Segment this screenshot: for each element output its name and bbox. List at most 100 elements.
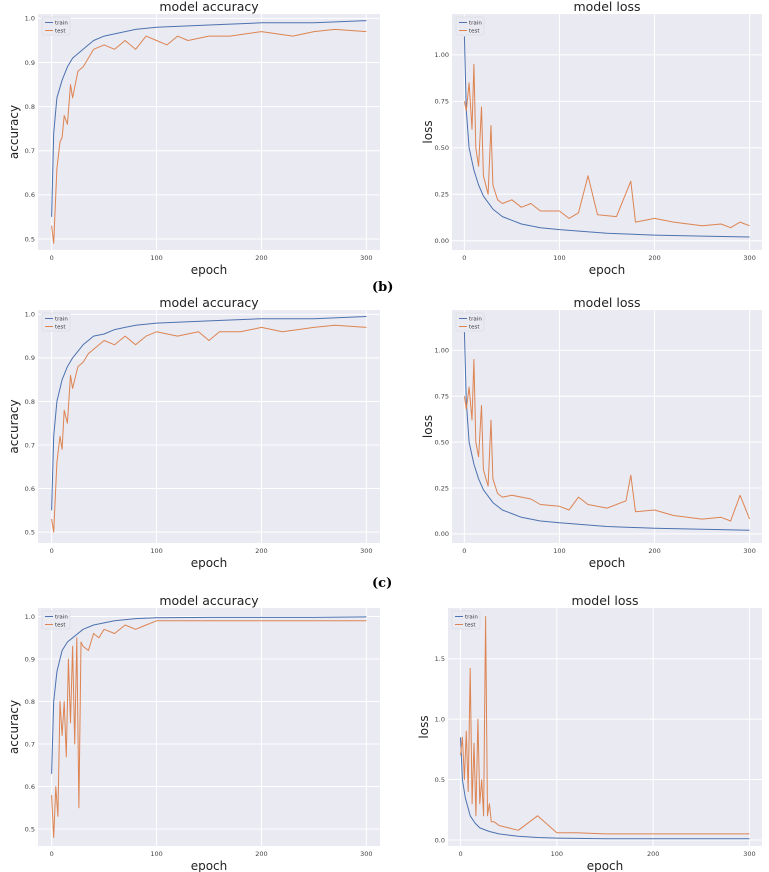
y-tick-label: 0.00 <box>435 530 449 538</box>
x-tick-label: 300 <box>360 547 372 555</box>
x-tick-label: 200 <box>648 547 660 555</box>
x-axis-label: epoch <box>191 556 228 570</box>
y-tick-label: 1.5 <box>435 655 445 663</box>
legend: train test <box>41 312 71 332</box>
plot-area <box>448 608 762 846</box>
y-tick-label: 0.8 <box>25 698 35 706</box>
y-tick-label: 1.00 <box>435 347 449 355</box>
legend-label-train: train <box>465 615 478 621</box>
x-tick-label: 100 <box>150 850 162 858</box>
plot-area <box>452 310 762 543</box>
chart-b-accuracy: 0 100 200 300 0.5 0.6 0.7 0.8 0.9 1.0 train test mod… <box>7 295 380 570</box>
y-tick-label: 0.5 <box>25 235 35 243</box>
legend-label-test: test <box>469 29 480 35</box>
legend-label-train: train <box>55 21 68 27</box>
legend-label-test: test <box>55 29 66 35</box>
legend-label-test: test <box>469 325 480 331</box>
series-line-test <box>463 359 751 522</box>
y-tick-label: 0.7 <box>25 740 35 748</box>
y-tick-label: 0.00 <box>435 237 449 245</box>
chart-title: model loss <box>571 593 638 608</box>
x-tick-label: 200 <box>255 850 267 858</box>
y-tick-label: 0.5 <box>435 776 445 784</box>
y-axis-label: accuracy <box>7 700 21 754</box>
y-tick-label: 0.7 <box>25 147 35 155</box>
x-tick-label: 300 <box>743 254 755 262</box>
y-tick-label: 1.00 <box>435 51 449 59</box>
y-tick-label: 1.0 <box>25 311 35 319</box>
series-line-test <box>460 616 750 835</box>
y-tick-label: 0.6 <box>25 783 35 791</box>
x-tick-label: 200 <box>647 850 659 858</box>
chart-title: model accuracy <box>159 593 259 608</box>
y-tick-label: 0.6 <box>25 485 35 493</box>
y-axis-label: loss <box>421 415 435 438</box>
x-axis-label: epoch <box>589 263 626 277</box>
y-tick-label: 0.8 <box>25 398 35 406</box>
plot-area <box>38 608 380 846</box>
legend: train test <box>455 312 485 332</box>
legend-label-test: test <box>465 623 476 629</box>
x-tick-label: 0 <box>462 547 466 555</box>
series-line-test <box>463 63 750 229</box>
x-tick-label: 200 <box>648 254 660 262</box>
x-tick-label: 0 <box>50 254 54 262</box>
y-tick-label: 1.0 <box>435 715 445 723</box>
caption-b: (b) <box>372 280 394 295</box>
legend-label-train: train <box>55 615 68 621</box>
y-axis-label: loss <box>417 715 431 738</box>
y-tick-label: 0.75 <box>435 393 449 401</box>
x-tick-label: 0 <box>458 850 462 858</box>
x-tick-label: 0 <box>50 547 54 555</box>
y-tick-label: 0.6 <box>25 191 35 199</box>
y-tick-label: 0.50 <box>435 438 449 446</box>
x-tick-label: 300 <box>360 850 372 858</box>
series-line-train <box>51 616 367 774</box>
series-line-train <box>463 36 750 238</box>
caption-c: (c) <box>372 576 393 591</box>
x-tick-label: 300 <box>360 254 372 262</box>
y-tick-label: 0.9 <box>25 655 35 663</box>
legend-label-train: train <box>469 317 482 323</box>
x-tick-label: 200 <box>255 547 267 555</box>
y-tick-label: 0.50 <box>435 144 449 152</box>
chart-title: model accuracy <box>159 295 259 310</box>
x-tick-label: 100 <box>551 850 563 858</box>
y-tick-label: 0.7 <box>25 441 35 449</box>
x-axis-label: epoch <box>587 859 624 872</box>
chart-c-loss: 0 100 200 300 0.0 0.5 1.0 1.5 train test model los… <box>417 593 762 872</box>
legend: train test <box>455 16 485 36</box>
series-line-train <box>51 20 367 217</box>
y-tick-label: 1.0 <box>25 15 35 23</box>
y-axis-label: accuracy <box>7 105 21 159</box>
legend-label-test: test <box>55 623 66 629</box>
x-tick-label: 100 <box>553 254 565 262</box>
chart-title: model loss <box>573 295 640 310</box>
y-axis-label: accuracy <box>7 399 21 453</box>
series-line-train <box>463 331 750 531</box>
x-tick-label: 300 <box>743 850 755 858</box>
plot-area <box>452 14 762 250</box>
series-line-test <box>51 620 367 838</box>
x-tick-label: 100 <box>150 254 162 262</box>
legend-label-train: train <box>469 21 482 27</box>
x-axis-label: epoch <box>191 263 228 277</box>
series-line-train <box>51 316 367 511</box>
x-axis-label: epoch <box>191 859 228 872</box>
series-line-train <box>460 737 750 840</box>
y-tick-label: 0.9 <box>25 354 35 362</box>
x-tick-label: 300 <box>743 547 755 555</box>
x-tick-label: 200 <box>255 254 267 262</box>
y-tick-label: 0.9 <box>25 59 35 67</box>
y-tick-label: 0.0 <box>435 836 445 844</box>
y-tick-label: 0.5 <box>25 825 35 833</box>
plot-area <box>38 310 380 543</box>
y-tick-label: 0.25 <box>435 191 449 199</box>
y-axis-label: loss <box>421 120 435 143</box>
x-tick-label: 100 <box>150 547 162 555</box>
chart-title: model accuracy <box>159 0 259 14</box>
legend: train test <box>41 610 71 630</box>
x-axis-label: epoch <box>589 556 626 570</box>
y-tick-label: 0.5 <box>25 528 35 536</box>
y-tick-label: 1.0 <box>25 613 35 621</box>
